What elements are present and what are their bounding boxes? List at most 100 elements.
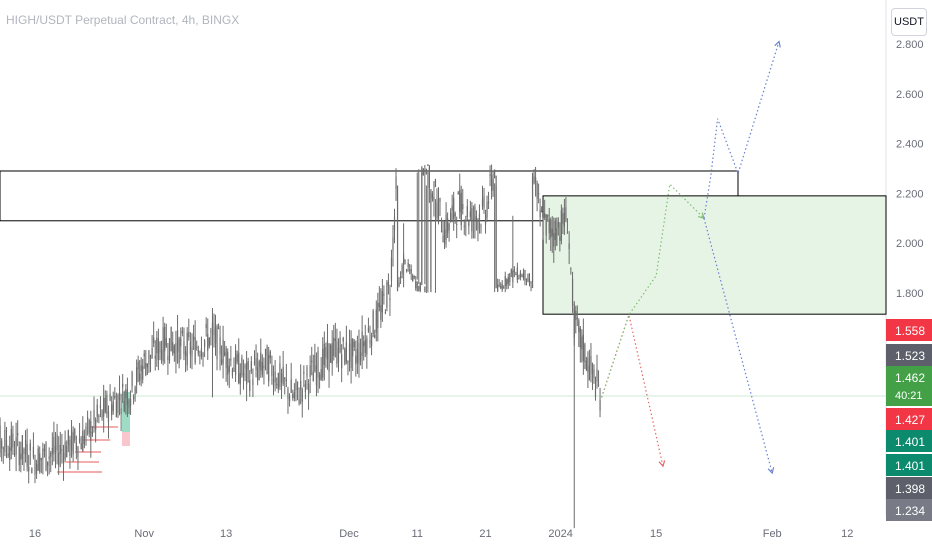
- candle-body: [261, 361, 263, 375]
- candle-body: [545, 214, 547, 236]
- candle-body: [522, 273, 525, 279]
- candle-body: [434, 178, 437, 188]
- time-axis[interactable]: 16 Nov 13 Dec 11 21 2024 15 Feb 12: [29, 528, 854, 540]
- candle-body: [440, 231, 443, 233]
- candle-body: [241, 357, 243, 375]
- candle-body: [410, 269, 412, 274]
- candles: [0, 164, 601, 529]
- candle-body: [9, 447, 11, 460]
- candle-body: [227, 351, 229, 375]
- candle-body: [556, 227, 558, 246]
- candle-body: [550, 219, 552, 238]
- candle-body: [35, 463, 38, 474]
- candle-body: [219, 337, 221, 355]
- candle-body: [519, 272, 522, 278]
- candle-body: [415, 281, 417, 289]
- candle-body: [255, 358, 257, 371]
- y-tick-label: 2.400: [896, 139, 924, 151]
- candle-body: [0, 425, 1, 454]
- candle-body: [553, 233, 555, 247]
- demand-zone[interactable]: [542, 195, 887, 315]
- candle-body: [498, 284, 500, 286]
- candle-body: [173, 345, 175, 354]
- candle-body: [233, 367, 235, 372]
- candle-body: [88, 420, 90, 434]
- candle-body: [418, 285, 420, 292]
- candle-body: [196, 347, 198, 349]
- candle-body: [407, 262, 409, 268]
- candle-body: [160, 349, 163, 360]
- candle-body: [533, 176, 535, 184]
- currency-button[interactable]: USDT: [891, 8, 927, 36]
- candle-body: [298, 399, 300, 404]
- candle-body: [559, 236, 561, 241]
- x-tick-label: 21: [479, 528, 491, 540]
- candle-body: [370, 335, 373, 347]
- candle-body: [412, 275, 414, 282]
- candle-body: [225, 348, 227, 368]
- candle-body: [29, 443, 31, 451]
- candle-body: [422, 168, 424, 176]
- candle-body: [271, 364, 273, 377]
- candle-body: [311, 360, 313, 363]
- projection-bear-short[interactable]: [601, 312, 664, 467]
- candle-body: [390, 257, 393, 281]
- candle-body: [495, 175, 497, 289]
- x-tick-label: 12: [841, 528, 853, 540]
- price-label-text: 1.427: [895, 413, 925, 427]
- candle-body: [87, 417, 89, 420]
- candle-body: [120, 408, 122, 414]
- candle-body: [40, 457, 42, 461]
- candle-body: [114, 395, 116, 399]
- candle-body: [539, 209, 541, 218]
- candle-body: [145, 363, 147, 376]
- x-tick-label: 11: [412, 528, 423, 540]
- candle-body: [521, 275, 523, 278]
- x-tick-label: Feb: [763, 528, 782, 540]
- candle-body: [91, 431, 94, 435]
- candle-body: [39, 453, 41, 472]
- candle-body: [536, 182, 538, 199]
- price-label-grey: 1.523: [886, 344, 932, 366]
- candle-body: [69, 439, 71, 457]
- candle-body: [584, 344, 586, 363]
- candle-body: [344, 349, 346, 365]
- candle-body: [85, 426, 87, 435]
- candle-body: [165, 338, 167, 347]
- candle-body: [500, 285, 502, 288]
- candle-body: [487, 201, 490, 204]
- candle-body: [504, 276, 506, 287]
- candle-body: [154, 355, 156, 359]
- candle-body: [527, 273, 529, 282]
- candle-body: [513, 269, 515, 273]
- candle-body: [242, 373, 245, 377]
- candle-body: [446, 218, 449, 233]
- candle-body: [106, 394, 108, 414]
- candle-body: [164, 326, 166, 352]
- candle-body: [134, 387, 136, 395]
- candle-body: [501, 284, 503, 290]
- candle-body: [186, 332, 188, 366]
- candle-body: [213, 329, 215, 336]
- candle-body: [525, 278, 528, 281]
- projection-bull-long[interactable]: [703, 41, 780, 219]
- candle-body: [197, 349, 199, 354]
- candle-body: [328, 343, 330, 372]
- price-label-bg: [886, 477, 932, 499]
- candle-body: [151, 348, 153, 358]
- candle-body: [93, 410, 95, 421]
- candle-body: [290, 379, 292, 393]
- price-label-bg: [886, 499, 932, 521]
- candle-body: [159, 342, 161, 353]
- price-label-teal: 1.401: [886, 430, 932, 452]
- candle-body: [282, 366, 284, 385]
- candle-body: [208, 338, 210, 347]
- candle-body: [355, 355, 357, 365]
- candle-body: [50, 453, 52, 457]
- candle-body: [384, 312, 387, 314]
- candle-body: [224, 352, 226, 355]
- candle-body: [330, 345, 332, 363]
- price-label-bg: [886, 408, 932, 430]
